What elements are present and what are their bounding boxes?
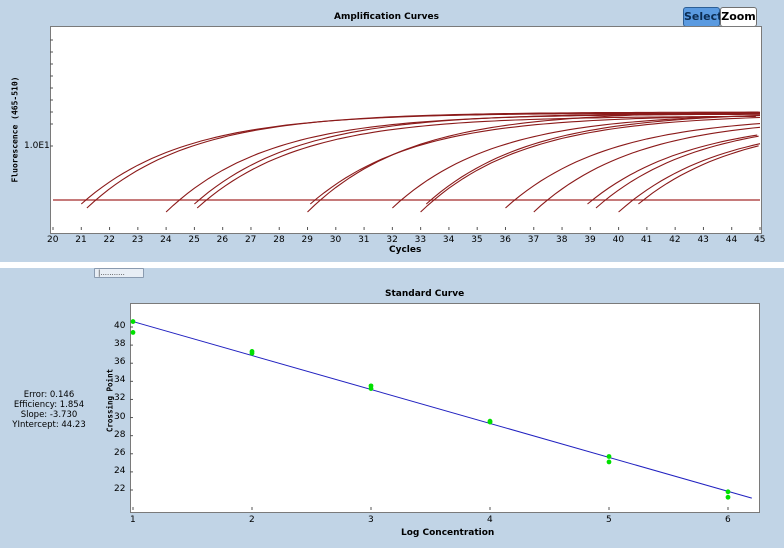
standard-point [725,489,731,495]
standard-y-tick: 28 [114,429,126,440]
regression-line [132,321,752,499]
efficiency-stat: Efficiency: 1.854 [13,400,85,410]
standard-point [487,419,493,425]
panel-splitter[interactable]: |........... [94,268,144,278]
standard-curve-title: Standard Curve [385,289,465,299]
amplification-x-tick: 39 [584,235,596,245]
amplification-x-tick: 42 [669,235,681,245]
yintercept-stat: YIntercept: 44.23 [12,420,86,430]
amplification-x-tick: 33 [414,235,427,245]
amplification-y-tick: 1.0E1 [24,141,50,151]
amplification-curve [425,114,759,205]
standard-x-label: Log Concentration [401,528,495,538]
amplification-x-tick: 44 [725,235,738,245]
amplification-x-tick: 25 [188,235,200,245]
amplification-x-tick: 21 [75,235,87,245]
standard-x-tick: 3 [368,515,374,525]
standard-x-tick: 2 [249,515,255,525]
amplification-curve [587,134,758,205]
standard-x-tick: 6 [725,515,731,525]
standard-y-tick: 34 [114,375,126,386]
standard-y-tick: 22 [114,484,126,494]
standard-y-tick: 24 [114,465,126,476]
amplification-x-tick: 30 [329,235,342,245]
regression-stats: Error: 0.146 Efficiency: 1.854 Slope: -3… [6,390,92,430]
error-stat: Error: 0.146 [23,390,75,400]
amplification-curve [420,116,761,213]
amplification-x-tick: 36 [499,235,511,245]
amplification-x-tick: 40 [612,235,625,245]
amplification-x-tick: 35 [471,235,483,245]
standard-point [606,459,612,465]
amplification-x-tick: 34 [442,235,455,245]
amplification-x-tick: 37 [527,235,540,245]
amplification-x-label: Cycles [389,245,422,255]
standard-y-tick: 32 [114,393,126,404]
standard-point [725,494,731,500]
amplification-x-tick: 38 [556,235,568,245]
amplification-curve [533,126,761,213]
amplification-x-tick: 43 [697,235,709,245]
amplification-curve [618,143,761,213]
amplification-curve [80,112,760,205]
amplification-x-tick: 31 [358,235,370,245]
standard-plot-area [130,303,760,513]
standard-y-tick: 36 [114,357,126,368]
slope-stat: Slope: -3.730 [20,410,78,420]
amplification-plot-area [50,26,762,234]
standard-x-tick: 1 [130,515,136,525]
amplification-curve [638,145,759,205]
amplification-x-tick: 26 [216,235,229,245]
amplification-x-tick: 22 [103,235,115,245]
amplification-x-tick: 27 [244,235,257,245]
splitter-grip: |........... [98,269,125,277]
standard-point [249,350,255,356]
standard-point [368,386,374,391]
amplification-curve [86,111,759,209]
standard-x-tick: 5 [606,515,612,525]
amplification-curve [309,115,756,205]
amplification-x-tick: 23 [131,235,144,245]
standard-y-tick: 26 [114,447,126,458]
amplification-x-tick: 45 [754,235,766,245]
amplification-x-tick: 28 [273,235,285,245]
amplification-x-tick: 41 [640,235,653,245]
amplification-curve [196,115,756,209]
amplification-x-tick: 32 [386,235,398,245]
standard-point [606,454,612,459]
standard-point [130,330,136,335]
standard-y-tick: 40 [114,321,126,331]
standard-y-tick: 30 [114,411,126,422]
amplification-title: Amplification Curves [334,12,439,22]
amplification-curve [392,115,761,209]
standard-y-tick: 38 [114,339,126,350]
standard-x-tick: 4 [487,515,493,525]
amplification-curve [595,135,759,209]
amplification-x-tick: 24 [160,235,172,245]
amplification-curve [505,123,761,209]
amplification-x-tick: 20 [47,235,59,245]
standard-point [130,319,136,324]
amplification-x-tick: 29 [301,235,313,245]
